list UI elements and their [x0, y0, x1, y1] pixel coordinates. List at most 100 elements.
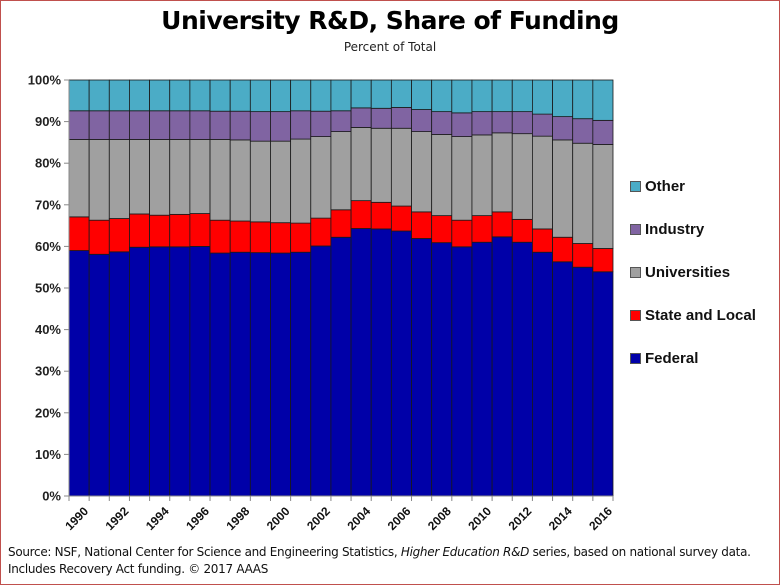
- bar-state-and-local-2016: [592, 248, 614, 273]
- bar-other-2000: [270, 79, 292, 113]
- bar-federal-2001: [290, 251, 312, 497]
- bar-state-and-local-1999: [249, 221, 271, 254]
- legend-label-other: Other: [645, 178, 686, 195]
- bar-state-and-local-2003: [330, 209, 352, 238]
- bar-industry-1997: [209, 110, 231, 140]
- bar-federal-2012: [511, 241, 533, 497]
- bar-other-1997: [209, 79, 231, 112]
- bar-industry-2011: [491, 111, 513, 134]
- x-tick-label: 2000: [264, 504, 293, 533]
- source-italic: Higher Education R&D: [400, 545, 530, 559]
- bar-industry-2013: [532, 113, 553, 137]
- bar-industry-2014: [552, 116, 574, 141]
- bar-state-and-local-2013: [532, 228, 553, 253]
- bar-federal-1999: [249, 252, 271, 497]
- bar-other-2003: [330, 79, 352, 112]
- bar-industry-2009: [451, 112, 473, 137]
- x-tick-label: 1998: [224, 504, 253, 533]
- bar-federal-2006: [390, 230, 412, 497]
- bar-other-1991: [88, 79, 110, 112]
- bar-universities-2005: [370, 127, 392, 203]
- source-note: Source: NSF, National Center for Science…: [8, 544, 751, 578]
- bar-federal-1996: [189, 245, 211, 497]
- x-tick-label: 2012: [506, 504, 535, 533]
- source-line-2: Includes Recovery Act funding. © 2017 AA…: [8, 562, 269, 576]
- legend-swatch-federal: [630, 353, 641, 364]
- legend-item-universities: Universities: [630, 251, 756, 294]
- chart-subtitle: Percent of Total: [343, 40, 437, 54]
- bar-universities-2010: [471, 134, 493, 217]
- bar-industry-2006: [390, 107, 412, 129]
- bar-federal-2004: [350, 228, 372, 497]
- bar-industry-2008: [431, 111, 453, 135]
- x-tick-label: 2010: [465, 504, 494, 533]
- bar-state-and-local-1990: [68, 216, 90, 251]
- x-tick-label: 1996: [183, 504, 212, 533]
- bar-industry-1995: [169, 110, 191, 140]
- bar-industry-1999: [249, 111, 271, 142]
- bar-federal-2002: [310, 245, 332, 497]
- bar-federal-2011: [491, 236, 513, 497]
- bar-federal-2007: [411, 238, 433, 497]
- bar-universities-2007: [411, 131, 433, 213]
- x-tick-label: 1990: [62, 504, 91, 533]
- bar-universities-2000: [270, 140, 292, 224]
- bar-other-2008: [431, 79, 453, 113]
- bar-industry-2001: [290, 110, 312, 140]
- source-prefix: Source: NSF, National Center for Science…: [8, 545, 401, 559]
- bar-universities-1998: [229, 139, 251, 222]
- y-tick-label: 0%: [42, 489, 61, 504]
- bar-universities-2004: [350, 127, 372, 202]
- bar-state-and-local-1994: [149, 214, 171, 248]
- bar-industry-2003: [330, 110, 352, 132]
- bar-industry-1993: [129, 110, 150, 140]
- chart-title: University R&D, Share of Funding: [161, 6, 619, 35]
- bar-other-2014: [552, 79, 574, 118]
- y-tick-label: 80%: [35, 156, 61, 171]
- bar-industry-2007: [411, 109, 433, 132]
- bar-state-and-local-2008: [431, 215, 453, 244]
- bar-federal-1998: [229, 251, 251, 497]
- bar-state-and-local-1996: [189, 213, 211, 247]
- bar-other-2004: [350, 79, 372, 109]
- bar-other-2001: [290, 79, 312, 112]
- bar-federal-2013: [532, 251, 553, 497]
- bar-other-1998: [229, 79, 251, 112]
- legend-swatch-state-and-local: [630, 310, 641, 321]
- legend-item-other: Other: [630, 165, 756, 208]
- bar-other-2010: [471, 79, 493, 113]
- bar-state-and-local-1991: [88, 219, 110, 255]
- legend-label-state-and-local: State and Local: [645, 307, 756, 324]
- bar-industry-1996: [189, 110, 211, 140]
- bar-universities-2009: [451, 136, 473, 221]
- y-tick-label: 40%: [35, 322, 61, 337]
- y-tick-label: 90%: [35, 114, 61, 129]
- bar-state-and-local-2005: [370, 201, 392, 230]
- legend-item-state-and-local: State and Local: [630, 294, 756, 337]
- bar-other-2002: [310, 79, 332, 112]
- bar-federal-1992: [108, 251, 130, 497]
- bar-other-1993: [129, 79, 150, 112]
- bar-universities-2014: [552, 139, 574, 238]
- bar-state-and-local-2011: [491, 211, 513, 238]
- bar-universities-2016: [592, 144, 614, 249]
- bar-universities-1996: [189, 139, 211, 214]
- bars-group: [68, 79, 614, 497]
- bar-universities-1991: [88, 139, 110, 221]
- legend-swatch-universities: [630, 267, 641, 278]
- bar-universities-2002: [310, 136, 332, 219]
- bar-other-2009: [451, 79, 473, 114]
- bar-state-and-local-2001: [290, 222, 312, 253]
- bar-industry-2015: [572, 118, 594, 144]
- bar-state-and-local-2010: [471, 215, 493, 243]
- x-tick-label: 1994: [143, 504, 172, 533]
- legend-label-universities: Universities: [645, 264, 731, 281]
- bar-industry-1991: [88, 110, 110, 140]
- bar-state-and-local-2000: [270, 222, 292, 254]
- x-tick-label: 2002: [304, 504, 333, 533]
- legend-label-industry: Industry: [645, 221, 705, 238]
- bar-other-2015: [572, 79, 594, 120]
- bar-federal-2015: [572, 266, 594, 497]
- source-line-1: Source: NSF, National Center for Science…: [8, 544, 751, 561]
- bar-federal-1990: [68, 250, 90, 497]
